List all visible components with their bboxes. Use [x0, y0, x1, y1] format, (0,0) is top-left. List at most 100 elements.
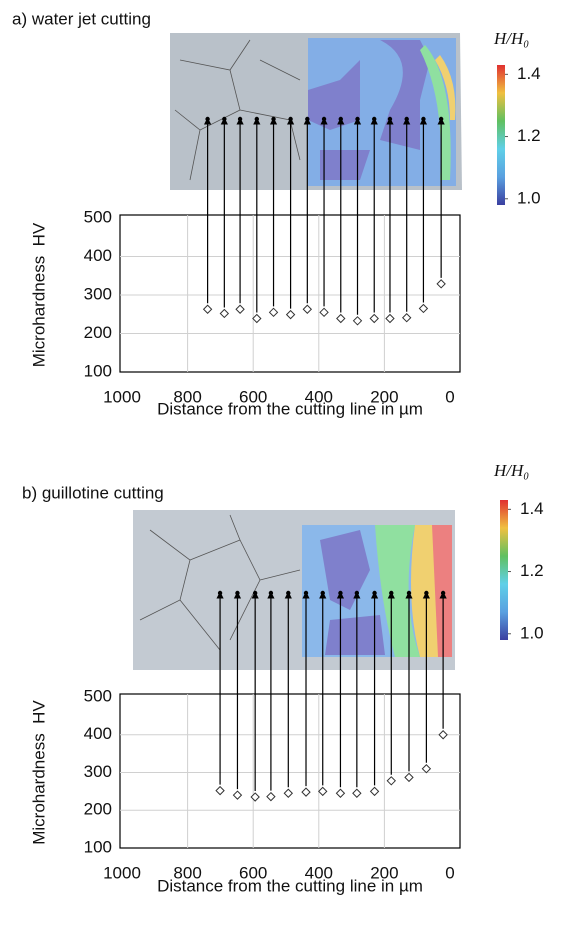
data-point: [301, 787, 311, 797]
colorbar-label: H/H₀: [493, 29, 529, 48]
sample-dot: [424, 590, 429, 596]
sample-dot: [389, 590, 394, 596]
data-point: [250, 792, 260, 802]
data-point: [232, 790, 243, 800]
data-point: [438, 730, 448, 740]
x-tick-label: 1000: [103, 387, 141, 406]
x-tick-label: 400: [305, 863, 333, 882]
data-point: [215, 785, 225, 796]
x-tick-label: 200: [370, 387, 398, 406]
colorbar-tick-label: 1.0: [517, 188, 541, 207]
sample-dot: [321, 116, 327, 122]
data-point: [252, 313, 262, 324]
colorbar-tick-label: 1.4: [520, 499, 544, 518]
sample-dot: [338, 116, 343, 122]
data-point: [202, 304, 213, 314]
data-point: [319, 307, 329, 318]
panel-title: b) guillotine cutting: [22, 483, 164, 502]
colorbar-tick-label: 1.2: [520, 561, 544, 580]
x-tick-label: 0: [445, 863, 454, 882]
plot-area: [119, 693, 461, 849]
y-tick-label: 500: [84, 686, 112, 705]
data-point: [386, 776, 396, 786]
sample-dot: [254, 116, 260, 122]
x-tick-label: 800: [173, 387, 201, 406]
data-point: [401, 313, 412, 323]
sample-dot: [404, 116, 409, 122]
y-tick-label: 400: [84, 246, 112, 265]
panel-title: a) water jet cutting: [12, 9, 151, 28]
sample-dot: [372, 590, 377, 596]
x-tick-label: 1000: [103, 863, 141, 882]
sample-dot: [438, 116, 444, 122]
colorbar-tick-label: 1.0: [520, 623, 544, 642]
sample-dot: [237, 116, 243, 122]
micrograph: [170, 33, 462, 190]
x-tick-label: 800: [173, 863, 201, 882]
colorbar-tick-label: 1.4: [517, 64, 541, 83]
sample-dot: [222, 116, 227, 122]
sample-dot: [421, 116, 426, 122]
colorbar: [500, 500, 508, 640]
y-axis-label: Microhardness HV: [29, 700, 48, 845]
data-point: [219, 308, 230, 319]
y-axis-label: Microhardness HV: [29, 222, 48, 367]
sample-dot: [217, 590, 223, 596]
y-tick-label: 300: [84, 284, 112, 303]
x-tick-label: 400: [305, 387, 333, 406]
colorbar-label: H/H₀: [493, 461, 529, 480]
data-point: [421, 764, 432, 774]
x-axis-label: Distance from the cutting line in µm: [157, 876, 423, 895]
data-point: [404, 772, 414, 783]
sample-dot: [252, 590, 258, 596]
x-tick-label: 200: [370, 863, 398, 882]
sample-dot: [271, 116, 276, 122]
data-point: [436, 279, 446, 289]
data-point: [283, 788, 294, 798]
sample-dot: [372, 116, 377, 122]
x-tick-label: 600: [239, 387, 267, 406]
data-point: [302, 304, 313, 314]
y-tick-label: 500: [84, 207, 112, 226]
y-tick-label: 200: [84, 323, 112, 342]
data-point: [285, 309, 296, 320]
data-point: [352, 788, 362, 798]
y-tick-label: 200: [84, 800, 112, 819]
micrograph: [133, 510, 455, 670]
data-point: [335, 788, 346, 798]
data-point: [369, 786, 380, 797]
sample-dot: [303, 590, 309, 596]
x-tick-label: 0: [445, 387, 454, 406]
data-point: [418, 303, 429, 314]
sample-dot: [268, 590, 274, 596]
sample-dot: [338, 590, 343, 596]
y-tick-label: 100: [84, 361, 112, 380]
sample-dot: [354, 590, 360, 596]
data-point: [318, 786, 328, 797]
y-tick-label: 400: [84, 724, 112, 743]
sample-dot: [305, 116, 310, 122]
sample-dot: [286, 590, 291, 596]
data-point: [385, 313, 395, 324]
colorbar: [497, 65, 505, 205]
x-tick-label: 600: [239, 863, 267, 882]
y-tick-label: 300: [84, 762, 112, 781]
sample-dot: [205, 116, 210, 122]
sample-dot: [387, 116, 393, 122]
colorbar-tick-label: 1.2: [517, 126, 541, 145]
data-point: [235, 304, 245, 314]
sample-dot: [235, 590, 240, 596]
sample-dot: [355, 116, 360, 122]
data-point: [352, 316, 363, 326]
sample-dot: [320, 590, 325, 596]
data-point: [266, 791, 276, 802]
y-tick-label: 100: [84, 837, 112, 856]
data-point: [268, 307, 279, 318]
data-point: [336, 313, 346, 324]
sample-dot: [288, 116, 293, 122]
x-axis-label: Distance from the cutting line in µm: [157, 399, 423, 418]
sample-dot: [440, 590, 446, 596]
data-point: [369, 313, 379, 324]
